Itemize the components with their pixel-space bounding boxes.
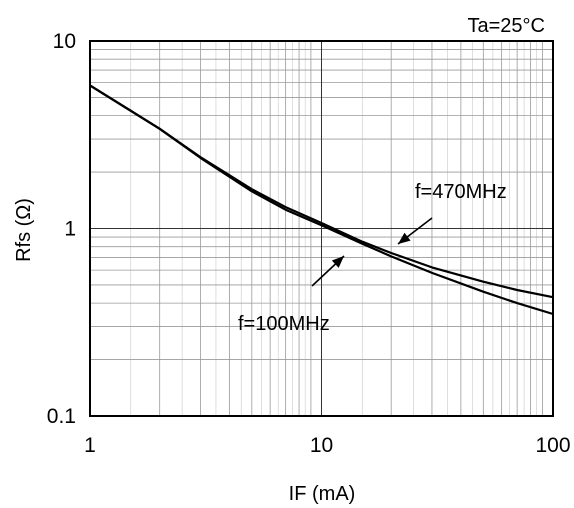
y-tick-labels: 0.1 1 10 bbox=[47, 30, 76, 428]
annotation-arrow-head bbox=[398, 232, 411, 244]
y-axis-title: Rfs (Ω) bbox=[13, 198, 35, 262]
x-tick-label: 1 bbox=[84, 434, 96, 457]
plot-frame bbox=[89, 40, 554, 417]
condition-label: Ta=25°C bbox=[468, 15, 546, 37]
y-tick-label: 10 bbox=[53, 30, 76, 53]
x-tick-label: 10 bbox=[310, 434, 333, 457]
annotation-label: f=470MHz bbox=[415, 181, 507, 203]
annotations: f=470MHz f=100MHz bbox=[238, 181, 507, 335]
x-axis-title: IF (mA) bbox=[289, 483, 356, 505]
major-gridlines bbox=[90, 41, 553, 416]
series-line-f100mhz bbox=[89, 84, 554, 316]
x-tick-labels: 1 10 100 bbox=[84, 434, 570, 457]
annotation-label: f=100MHz bbox=[238, 313, 330, 335]
y-tick-label: 0.1 bbox=[47, 405, 76, 428]
annotation-arrow-head bbox=[331, 256, 344, 268]
x-tick-label: 100 bbox=[535, 434, 570, 457]
series-lines bbox=[89, 84, 554, 316]
y-tick-label: 1 bbox=[64, 218, 76, 241]
